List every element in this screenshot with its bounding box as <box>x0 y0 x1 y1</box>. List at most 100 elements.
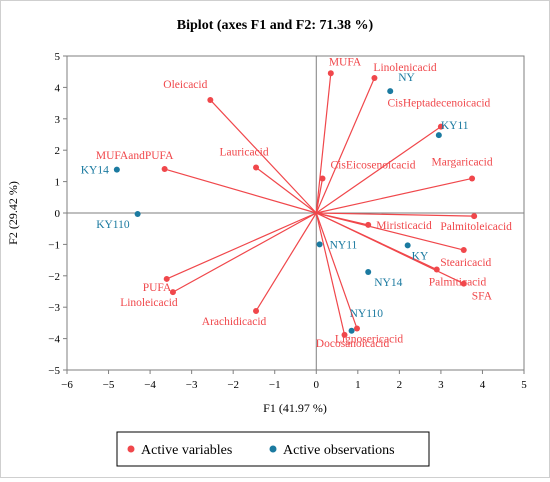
variable-vector <box>315 212 358 329</box>
variable-label: Stearicacid <box>440 257 491 269</box>
y-tick-label: 1 <box>55 177 61 189</box>
variable-point <box>161 166 168 173</box>
variable-point <box>433 266 440 273</box>
variable-vector <box>315 178 324 214</box>
x-tick-label: 0 <box>314 379 320 391</box>
x-tick-label: −4 <box>144 379 156 391</box>
y-tick-label: 5 <box>55 51 61 63</box>
variable-point <box>253 307 260 314</box>
variable-label: Miristicacid <box>376 220 432 232</box>
variable-label: MUFA <box>329 56 362 68</box>
variable-label: Palmiticacid <box>429 277 487 289</box>
chart-title: Biplot (axes F1 and F2: 71.38 %) <box>177 18 374 33</box>
variable-label: Arachidicacid <box>202 316 267 328</box>
variable-vector <box>315 77 375 214</box>
variable-vector <box>164 168 317 214</box>
y-tick-label: 0 <box>55 208 61 220</box>
variable-vector <box>166 212 317 280</box>
legend-marker <box>269 445 277 453</box>
variable-label: Margaricacid <box>432 156 493 168</box>
x-tick-label: −2 <box>227 379 239 391</box>
variable-vector <box>209 99 317 214</box>
observation-label: NY11 <box>330 239 358 251</box>
observation-point <box>435 132 442 139</box>
variable-point <box>460 280 467 287</box>
variable-vector <box>255 212 317 312</box>
variable-point <box>163 275 170 282</box>
x-tick-label: −1 <box>269 379 281 391</box>
legend-marker <box>127 445 135 453</box>
variable-point <box>207 96 214 103</box>
observation-label: NY110 <box>350 308 384 320</box>
observation-point <box>134 210 141 217</box>
variable-vector <box>172 212 317 293</box>
legend-entry-label: Active variables <box>141 443 232 458</box>
observation-point <box>365 269 372 276</box>
y-tick-label: −4 <box>48 334 60 346</box>
variable-vector <box>316 177 473 214</box>
y-axis-label: F2 (29.42 %) <box>6 181 20 245</box>
variable-vector <box>316 212 464 251</box>
variable-label: MUFAandPUFA <box>96 150 174 162</box>
x-tick-label: −5 <box>103 379 115 391</box>
variable-label: Palmitoleicacid <box>440 221 512 233</box>
observation-point <box>404 242 411 249</box>
observation-label: KY14 <box>81 165 109 177</box>
variable-vector <box>315 212 346 335</box>
y-tick-label: −2 <box>48 271 60 283</box>
observation-label: KY110 <box>96 219 130 231</box>
observation-label: KY <box>412 250 429 262</box>
variable-point <box>365 221 372 228</box>
variable-label: Linolenicacid <box>373 62 436 74</box>
x-tick-label: 4 <box>480 379 486 391</box>
y-tick-label: 3 <box>55 114 61 126</box>
point-labels: MUFA Linolenicacid Oleicacid CisHeptadeceno… <box>81 56 512 350</box>
variable-point <box>460 247 467 254</box>
observation-point <box>113 166 120 173</box>
x-axis-label: F1 (41.97 %) <box>263 401 327 415</box>
data-points <box>113 70 478 338</box>
x-tick-label: −6 <box>61 379 73 391</box>
variable-label: Docosanoicacid <box>316 338 390 350</box>
observation-point <box>348 327 355 334</box>
variable-label: Linoleicacid <box>120 297 178 309</box>
variable-vector <box>315 73 332 214</box>
legend-entry-label: Active observations <box>283 443 395 458</box>
variable-vector <box>316 212 465 285</box>
variable-point <box>471 213 478 220</box>
variable-label: PUFA <box>143 282 172 294</box>
y-tick-label: 2 <box>55 145 61 157</box>
observation-point <box>387 88 394 95</box>
variable-point <box>169 289 176 296</box>
observation-label: NY <box>398 72 415 84</box>
observation-label: NY14 <box>374 277 402 289</box>
variable-label: Lauricacid <box>219 146 268 158</box>
variable-point <box>341 331 348 338</box>
variable-point <box>353 325 360 332</box>
variable-label: CisHeptadecenoicacid <box>387 98 490 110</box>
variable-point <box>371 74 378 81</box>
y-tick-label: −5 <box>48 365 60 377</box>
y-tick-label: −1 <box>48 239 60 251</box>
x-tick-label: 2 <box>397 379 403 391</box>
variable-point <box>437 123 444 130</box>
variable-point <box>253 164 260 171</box>
y-tick-label: −3 <box>48 302 60 314</box>
variable-point <box>327 70 334 77</box>
variable-point <box>469 175 476 182</box>
observation-point <box>316 241 323 248</box>
variable-label: SFA <box>472 291 493 303</box>
variable-vector <box>315 126 442 214</box>
variable-vector <box>316 212 475 217</box>
legend: Active variables Active observations <box>116 431 430 467</box>
x-tick-label: 3 <box>438 379 444 391</box>
variable-point <box>319 175 326 182</box>
x-tick-label: 1 <box>355 379 361 391</box>
variable-vectors <box>164 73 475 335</box>
variable-vector <box>255 166 317 214</box>
variable-label: Oleicacid <box>163 79 207 91</box>
variable-label: Lignosericacid <box>335 334 404 346</box>
